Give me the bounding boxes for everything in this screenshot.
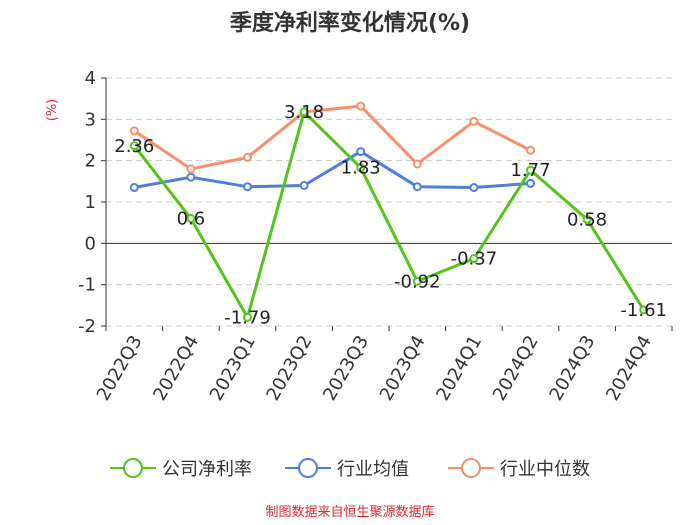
- data-point[interactable]: [129, 126, 139, 136]
- data-point[interactable]: [469, 183, 479, 193]
- data-label: 0.58: [567, 209, 607, 230]
- y-tick-label: 1: [85, 192, 96, 213]
- data-label: -0.37: [451, 249, 498, 270]
- x-tick-label: 2023Q1: [206, 332, 260, 404]
- series-line: [134, 150, 531, 190]
- y-tick-label: 0: [85, 233, 96, 254]
- legend-label[interactable]: 公司净利率: [162, 459, 252, 480]
- x-tick-label: 2023Q2: [263, 332, 317, 404]
- data-point[interactable]: [186, 214, 196, 224]
- data-point[interactable]: [639, 305, 649, 315]
- data-point[interactable]: [412, 276, 422, 286]
- data-label: 1.77: [510, 160, 550, 181]
- series-line: [133, 110, 645, 319]
- y-axis-label: (%): [45, 99, 60, 122]
- data-labels: 2.36 0.6 -1.79 3.18 1.83 -0.92 -0.37 1.77 0.58 -1…: [114, 102, 667, 328]
- data-label: -0.92: [394, 271, 441, 292]
- legend-label[interactable]: 行业中位数: [500, 459, 590, 480]
- data-label: 3.18: [284, 102, 324, 123]
- data-point[interactable]: [299, 107, 309, 117]
- data-point[interactable]: [526, 165, 535, 175]
- x-tick-label: 2024Q2: [489, 332, 543, 404]
- y-tick-label: -1: [78, 275, 96, 296]
- legend[interactable]: 公司净利率 行业均值 行业中位数: [110, 458, 590, 480]
- x-tick-label: 2024Q1: [432, 332, 486, 404]
- y-tick-label: -2: [78, 316, 96, 337]
- data-point[interactable]: [243, 152, 252, 162]
- data-point[interactable]: [129, 141, 139, 151]
- legend-swatch-marker[interactable]: [123, 458, 143, 478]
- y-tick-label: 2: [85, 151, 96, 172]
- legend-swatch-marker[interactable]: [461, 458, 481, 478]
- data-point[interactable]: [299, 180, 309, 190]
- x-tick-label: 2023Q3: [319, 332, 373, 404]
- legend-swatch-marker[interactable]: [298, 458, 318, 478]
- data-label: 1.83: [341, 158, 381, 179]
- x-tick-label: 2024Q4: [602, 332, 656, 404]
- y-tick-label: 3: [85, 109, 96, 130]
- x-tick-label: 2024Q3: [546, 332, 600, 404]
- data-point[interactable]: [356, 147, 366, 157]
- data-point[interactable]: [243, 182, 252, 192]
- source-note: 制图数据来自恒生聚源数据库: [265, 504, 434, 520]
- data-label: 0.6: [177, 209, 206, 230]
- data-point[interactable]: [243, 312, 252, 322]
- data-point[interactable]: [469, 116, 479, 126]
- legend-label[interactable]: 行业均值: [337, 459, 409, 480]
- data-point[interactable]: [186, 172, 196, 182]
- data-point[interactable]: [582, 214, 592, 224]
- data-point[interactable]: [356, 163, 366, 173]
- series: [129, 101, 649, 322]
- data-label: -1.61: [620, 300, 667, 321]
- x-tick-label: 2022Q3: [93, 332, 147, 404]
- data-point[interactable]: [356, 101, 366, 111]
- x-tick-label: 2023Q4: [376, 332, 430, 404]
- data-point[interactable]: [412, 182, 422, 192]
- data-label: 2.36: [114, 136, 154, 157]
- x-tick-label: 2022Q4: [149, 332, 203, 404]
- data-label: -1.79: [224, 307, 271, 328]
- data-point[interactable]: [526, 178, 535, 188]
- data-point[interactable]: [412, 159, 422, 169]
- y-tick-label: 4: [85, 68, 96, 89]
- data-point[interactable]: [526, 145, 535, 155]
- data-point[interactable]: [129, 183, 139, 193]
- series-line: [133, 104, 532, 171]
- chart-title: 季度净利率变化情况(%): [230, 10, 470, 36]
- grid: [106, 77, 672, 327]
- data-point[interactable]: [186, 164, 196, 174]
- data-point[interactable]: [469, 254, 479, 264]
